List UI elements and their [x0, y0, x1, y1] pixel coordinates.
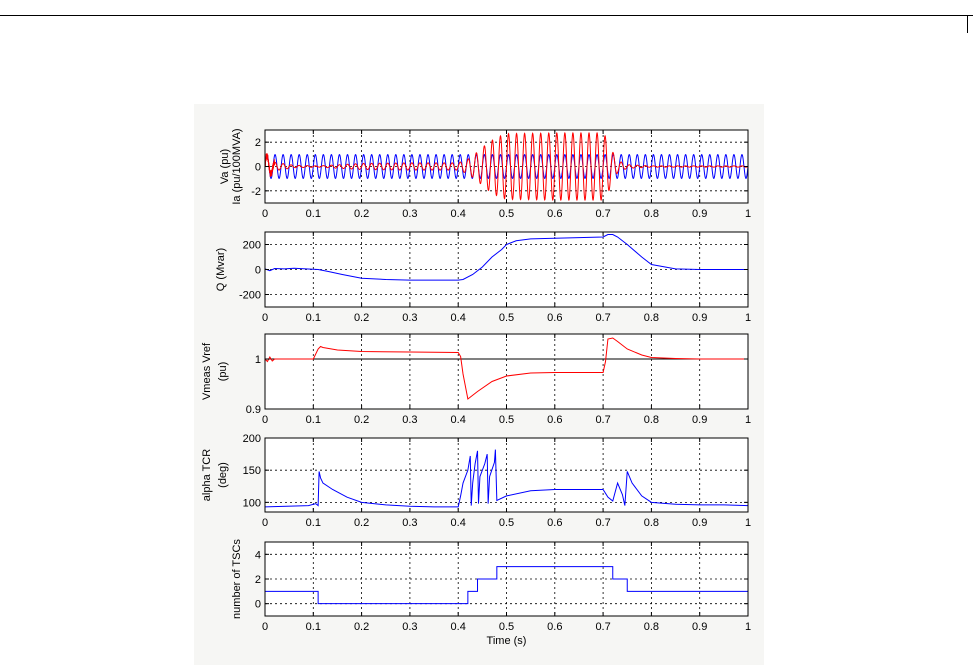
x-tick-label: 0.4	[451, 621, 466, 633]
x-tick-label: 1	[745, 414, 751, 426]
plot-area	[265, 334, 748, 409]
x-tick-label: 0.6	[547, 517, 562, 529]
chart-panel-5: 0 0.1 0.2 0.3 0.4 0.5 0.6 0.7 0.8 0.9 1 0 2 4 number o…	[231, 539, 751, 647]
series-line-2	[264, 131, 749, 202]
x-tick-label: 0.9	[692, 208, 707, 220]
x-tick-label: 0.9	[692, 517, 707, 529]
x-tick-label: 0.9	[692, 414, 707, 426]
y-tick-label: 200	[243, 433, 261, 445]
x-tick-label: 1	[745, 208, 751, 220]
x-tick-label: 0	[262, 208, 268, 220]
x-tick-label: 0	[262, 621, 268, 633]
y-tick-label: -2	[251, 186, 261, 198]
x-tick-label: 0.8	[644, 517, 659, 529]
x-tick-label: 0.1	[306, 414, 321, 426]
x-axis-label: Time (s)	[487, 635, 527, 647]
x-tick-label: 0.3	[402, 414, 417, 426]
x-tick-label: 0.2	[354, 517, 369, 529]
x-tick-label: 0.5	[499, 414, 514, 426]
x-tick-label: 0.4	[451, 312, 466, 324]
x-tick-label: 1	[745, 621, 751, 633]
x-tick-label: 0.6	[547, 208, 562, 220]
series-line-1	[265, 566, 748, 605]
page-top-rule	[0, 15, 973, 16]
x-tick-label: 0.1	[306, 621, 321, 633]
y-axis-label: Q (Mvar)	[215, 248, 227, 291]
x-tick-label: 0.6	[547, 312, 562, 324]
y-axis-label: number of TSCs	[231, 539, 243, 619]
y-tick-label: 200	[243, 240, 261, 252]
x-tick-label: 0.2	[354, 208, 369, 220]
y-tick-label: 2	[255, 574, 261, 586]
x-tick-label: 0.3	[402, 208, 417, 220]
y-tick-label: 0	[255, 265, 261, 277]
y-tick-label: 1	[255, 354, 261, 366]
x-tick-label: 0.4	[451, 208, 466, 220]
x-tick-label: 0.4	[451, 517, 466, 529]
series-line-2	[264, 337, 748, 400]
y-axis-label: (deg)	[217, 462, 229, 488]
x-tick-label: 0.5	[499, 517, 514, 529]
x-tick-label: 0.8	[644, 208, 659, 220]
y-axis-label: Va (pu)	[219, 149, 231, 184]
y-axis-label: (pu)	[217, 362, 229, 382]
x-tick-label: 1	[745, 312, 751, 324]
series-line-1	[264, 234, 748, 281]
x-tick-label: 0.7	[595, 621, 610, 633]
y-tick-label: 150	[243, 465, 261, 477]
x-tick-label: 0	[262, 312, 268, 324]
x-tick-label: 0	[262, 517, 268, 529]
x-tick-label: 0.2	[354, 621, 369, 633]
page-top-tick	[967, 15, 968, 33]
y-tick-label: 0.9	[246, 404, 261, 416]
y-tick-label: 0	[255, 599, 261, 611]
x-tick-label: 0.8	[644, 414, 659, 426]
x-tick-label: 0.1	[306, 208, 321, 220]
y-axis-label: Vmeas Vref	[201, 342, 213, 400]
x-tick-label: 0.7	[595, 517, 610, 529]
x-tick-label: 0.8	[644, 312, 659, 324]
y-tick-label: 2	[255, 137, 261, 149]
x-tick-label: 0.9	[692, 621, 707, 633]
y-axis-label: Ia (pu/100MVA)	[231, 128, 243, 204]
y-tick-label: 0	[255, 162, 261, 174]
y-tick-label: 4	[255, 549, 261, 561]
x-tick-label: 0.2	[354, 414, 369, 426]
y-tick-label: 100	[243, 497, 261, 509]
x-tick-label: 0.9	[692, 312, 707, 324]
x-tick-label: 0.1	[306, 312, 321, 324]
x-tick-label: 0.2	[354, 312, 369, 324]
x-tick-label: 0.7	[595, 312, 610, 324]
x-tick-label: 0.4	[451, 414, 466, 426]
x-tick-label: 0.7	[595, 414, 610, 426]
x-tick-label: 0	[262, 414, 268, 426]
x-tick-label: 0.1	[306, 517, 321, 529]
y-axis-label: alpha TCR	[201, 449, 213, 501]
x-tick-label: 0.5	[499, 312, 514, 324]
y-tick-label: -200	[239, 290, 261, 302]
x-tick-label: 0.3	[402, 312, 417, 324]
x-tick-label: 0.6	[547, 414, 562, 426]
chart-panel-4: 0 0.1 0.2 0.3 0.4 0.5 0.6 0.7 0.8 0.9 1 100 150 200 al…	[201, 433, 751, 529]
x-tick-label: 0.6	[547, 621, 562, 633]
series-line-1	[264, 449, 749, 508]
x-tick-label: 0.7	[595, 208, 610, 220]
x-tick-label: 1	[745, 517, 751, 529]
x-tick-label: 0.5	[499, 621, 514, 633]
x-tick-label: 0.3	[402, 517, 417, 529]
x-tick-label: 0.5	[499, 208, 514, 220]
chart-panel-3: 0 0.1 0.2 0.3 0.4 0.5 0.6 0.7 0.8 0.9 1 0.9 1 Vmeas V…	[201, 333, 751, 426]
x-tick-label: 0.8	[644, 621, 659, 633]
x-tick-label: 0.3	[402, 621, 417, 633]
